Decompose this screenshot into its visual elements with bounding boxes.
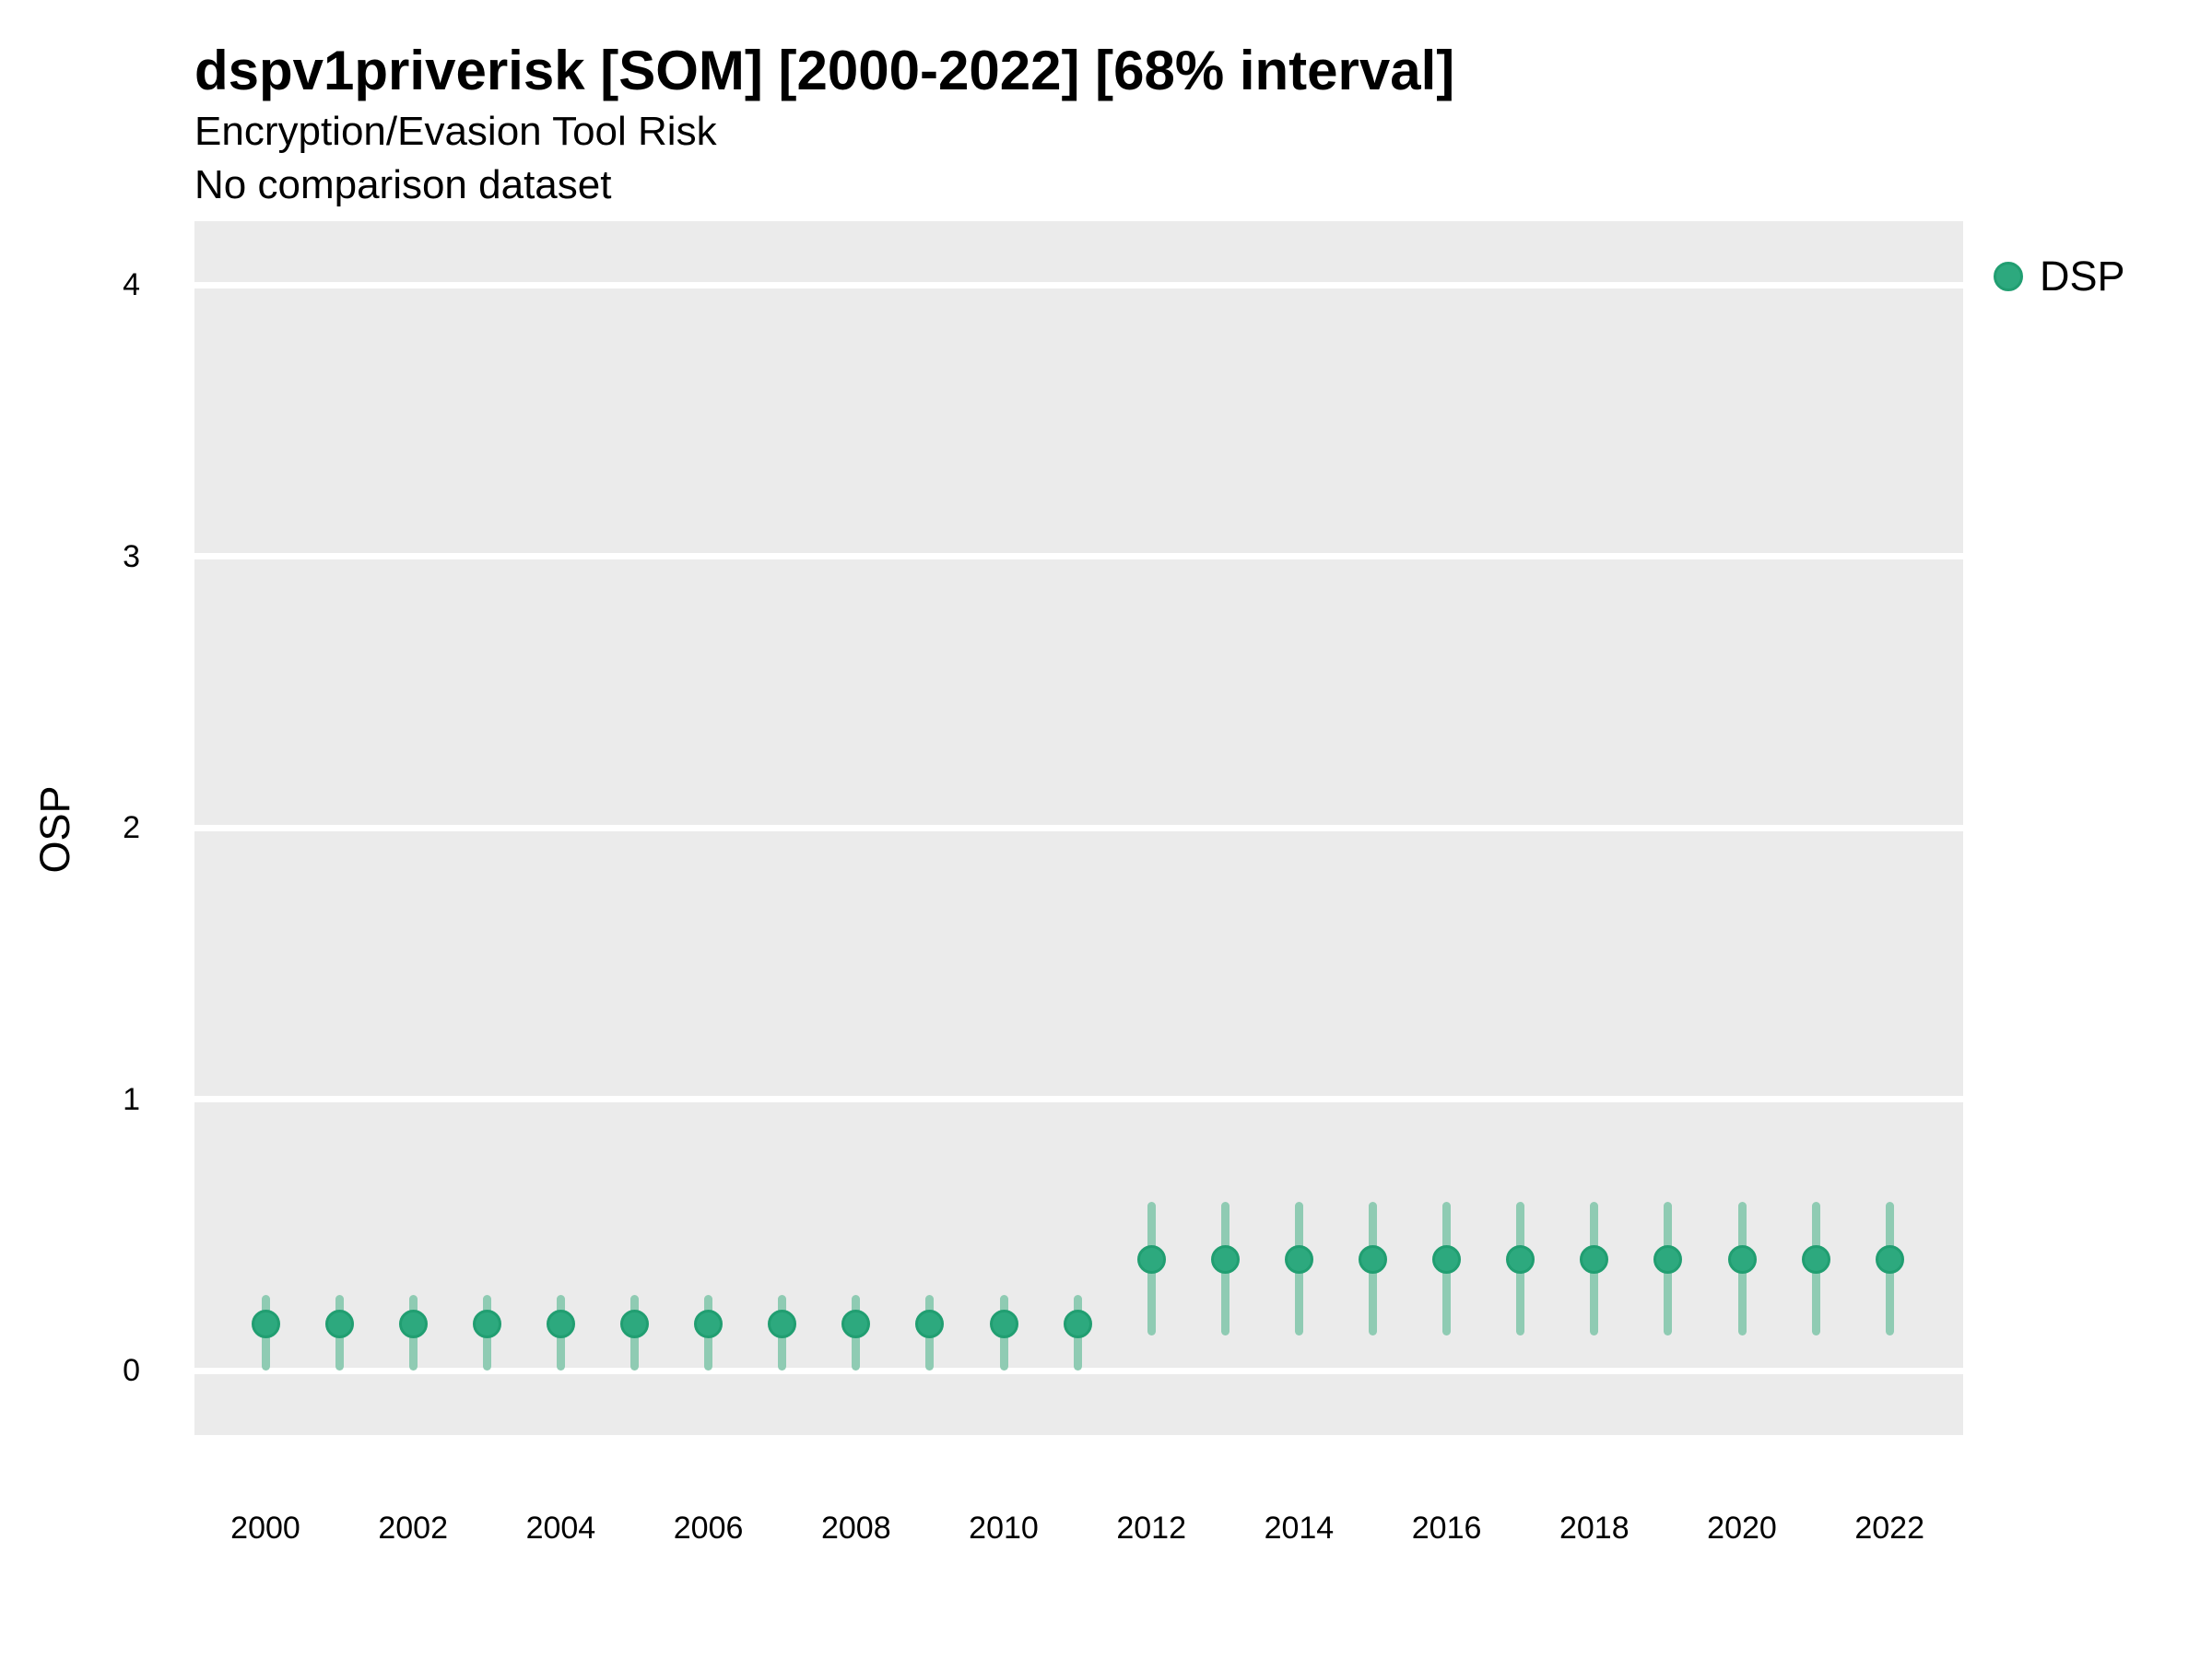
data-point bbox=[398, 1310, 428, 1339]
data-point bbox=[989, 1310, 1018, 1339]
x-tick-label: 2016 bbox=[1411, 1511, 1482, 1546]
x-tick-label: 2000 bbox=[230, 1511, 300, 1546]
legend: DSP bbox=[1994, 254, 2125, 299]
data-point bbox=[324, 1310, 354, 1339]
x-tick-label: 2006 bbox=[673, 1511, 744, 1546]
data-point bbox=[620, 1310, 649, 1339]
y-axis-title: OSP bbox=[31, 785, 78, 874]
x-tick-label: 2020 bbox=[1707, 1511, 1777, 1546]
x-tick-label: 2004 bbox=[525, 1511, 596, 1546]
x-tick-label: 2002 bbox=[378, 1511, 448, 1546]
data-point bbox=[841, 1310, 871, 1339]
data-point bbox=[472, 1310, 501, 1339]
data-point bbox=[1136, 1244, 1166, 1274]
plot-panel bbox=[194, 221, 1963, 1435]
y-tick-label: 0 bbox=[123, 1353, 140, 1388]
data-point bbox=[1063, 1310, 1092, 1339]
data-point bbox=[1359, 1244, 1387, 1274]
x-tick-label: 2022 bbox=[1854, 1511, 1924, 1546]
data-point bbox=[546, 1310, 575, 1339]
chart-title: dspv1priverisk [SOM] [2000-2022] [68% in… bbox=[194, 40, 1455, 101]
data-point bbox=[1432, 1244, 1462, 1274]
data-point bbox=[1506, 1244, 1535, 1274]
y-gridline bbox=[194, 824, 1963, 831]
chart-subtitle: Encryption/Evasion Tool Risk bbox=[194, 109, 717, 154]
y-tick-label: 2 bbox=[123, 810, 140, 845]
data-point bbox=[1210, 1244, 1240, 1274]
data-point bbox=[1284, 1244, 1313, 1274]
x-tick-label: 2014 bbox=[1264, 1511, 1335, 1546]
data-point bbox=[251, 1310, 280, 1339]
data-point bbox=[1801, 1244, 1830, 1274]
data-point bbox=[1580, 1244, 1609, 1274]
y-gridline bbox=[194, 281, 1963, 288]
y-tick-label: 1 bbox=[123, 1081, 140, 1117]
data-point bbox=[1875, 1244, 1904, 1274]
data-point bbox=[768, 1310, 797, 1339]
y-gridline bbox=[194, 1096, 1963, 1102]
comparison-note: No comparison dataset bbox=[194, 162, 612, 207]
x-tick-label: 2018 bbox=[1559, 1511, 1630, 1546]
data-point bbox=[915, 1310, 945, 1339]
legend-point-icon bbox=[1994, 262, 2023, 291]
y-gridline bbox=[194, 553, 1963, 559]
y-tick-label: 4 bbox=[123, 267, 140, 302]
x-tick-label: 2008 bbox=[820, 1511, 891, 1546]
x-tick-label: 2012 bbox=[1116, 1511, 1186, 1546]
legend-label: DSP bbox=[2040, 253, 2125, 300]
x-tick-label: 2010 bbox=[969, 1511, 1039, 1546]
y-gridline bbox=[194, 1367, 1963, 1374]
data-point bbox=[694, 1310, 724, 1339]
data-point bbox=[1653, 1244, 1683, 1274]
y-tick-label: 3 bbox=[123, 538, 140, 574]
data-point bbox=[1727, 1244, 1757, 1274]
